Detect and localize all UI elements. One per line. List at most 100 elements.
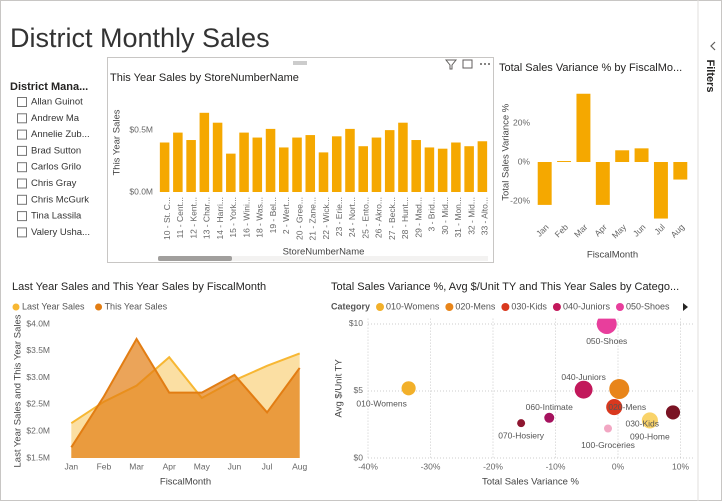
checkbox[interactable] [17,211,27,222]
slicer: Allan Guinot Andrew Ma Annelie Zub... Brad … [17,97,90,238]
bar [173,132,183,192]
checkbox[interactable] [17,113,27,124]
chart-title: Total Sales Variance %, Avg $/Unit TY an… [331,281,679,293]
x-axis-label: Total Sales Variance % [482,477,580,488]
legend-label: 030-Kids [511,301,547,311]
x-tick-label: Aug [292,461,307,471]
more-icon[interactable] [480,63,490,65]
point-label: 070-Hosiery [498,430,545,440]
legend-marker [501,303,510,311]
bar [477,141,488,192]
point-label: 100-Groceries [581,440,635,450]
collapse-icon[interactable] [710,41,716,51]
x-tick-label: 26 - Akro... [374,197,384,238]
y-axis-label: Avg $/Unit TY [334,359,345,418]
x-tick-label: 11 - Cent... [175,197,185,238]
bar [331,136,342,192]
line [70,337,301,448]
visual-frame [107,57,494,263]
scrollbar-track[interactable] [158,256,488,261]
x-tick-label: 22 - Wick... [321,197,331,240]
x-tick-label: 25 - Ento... [360,197,370,239]
bar [437,148,448,192]
point-label: 010-Womens [356,399,406,409]
bar [384,130,395,192]
x-tick-label: 28 - Hunt... [400,197,410,239]
point-label: 030-Kids [625,418,659,428]
point-label: 090-Home [630,432,670,442]
bar [424,147,435,192]
bar [576,93,591,162]
x-tick-label: 3 - Brid... [427,197,437,231]
point-label: 040-Juniors [561,372,605,382]
legend-next[interactable] [683,303,688,311]
x-tick-label: 10% [672,461,689,471]
slicer-item: Allan Guinot [31,97,83,108]
x-tick-label: Jun [228,461,242,471]
y-tick-label: $2.5M [26,399,50,409]
legend-marker [445,303,454,311]
point-label: 050-Shoes [586,336,627,346]
bar [653,162,668,219]
bubble [596,318,617,334]
x-tick-label: -40% [358,461,378,471]
x-tick-label: 27 - Beck... [387,197,397,240]
x-tick-label: 15 - York... [228,197,238,238]
y-tick-label: $4.0M [26,318,50,328]
checkbox[interactable] [17,194,27,205]
focus-icon[interactable] [462,59,473,69]
bubble [606,399,623,416]
legend-title: Category [331,301,370,311]
x-axis-label: FiscalMonth [587,250,638,261]
filter-icon[interactable] [444,59,458,70]
x-axis-label: FiscalMonth [160,477,211,488]
chart-title: This Year Sales by StoreNumberName [110,72,299,84]
x-tick-label: 10 - St. C... [162,197,172,240]
checkbox[interactable] [17,129,27,140]
slicer-item: Chris Gray [31,178,77,189]
bar [186,140,196,192]
bar [292,137,302,192]
bubble [665,405,681,420]
legend-marker [552,303,561,311]
slicer-item: Andrew Ma [31,113,80,124]
scrollbar-thumb[interactable] [158,256,232,261]
slicer-item: Brad Sutton [31,145,81,156]
checkbox[interactable] [17,227,27,238]
y-tick-label: $3.0M [26,372,50,382]
x-tick-label: Jan [64,461,78,471]
slicer-title: District Mana... [10,81,88,93]
bar [199,112,210,192]
y-axis-label: Last Year Sales and This Year Sales [13,314,24,467]
slicer-item: Valery Usha... [31,227,90,238]
checkbox[interactable] [17,178,27,189]
bar [537,162,552,205]
checkbox[interactable] [17,162,27,173]
bar [451,142,461,192]
bar [595,162,610,205]
x-tick-label: Apr [163,461,176,471]
legend-marker [376,303,385,311]
checkbox[interactable] [17,145,27,156]
bar [358,146,368,192]
y-tick-label: $10 [349,318,363,328]
bar [212,122,223,192]
legend-marker [95,303,103,311]
x-tick-label: 24 - Nort... [347,197,357,237]
x-tick-label: 12 - Kent... [188,197,198,239]
x-tick-label: 14 - Harri... [215,197,225,240]
bar [305,135,316,192]
chart-title: Last Year Sales and This Year Sales by F… [12,281,266,293]
y-axis-label: This Year Sales [112,109,123,175]
bar [252,137,263,192]
point-label: 060-Intimate [526,402,574,412]
plot-area [401,318,681,433]
bar [159,142,170,192]
checkbox[interactable] [17,97,27,107]
legend-label: Last Year Sales [22,301,85,311]
point-label: 020-Mens [608,402,646,412]
x-tick-label: 30 - Mid... [440,197,450,235]
filters-label[interactable]: Filters [704,59,716,92]
bubble [401,381,416,396]
